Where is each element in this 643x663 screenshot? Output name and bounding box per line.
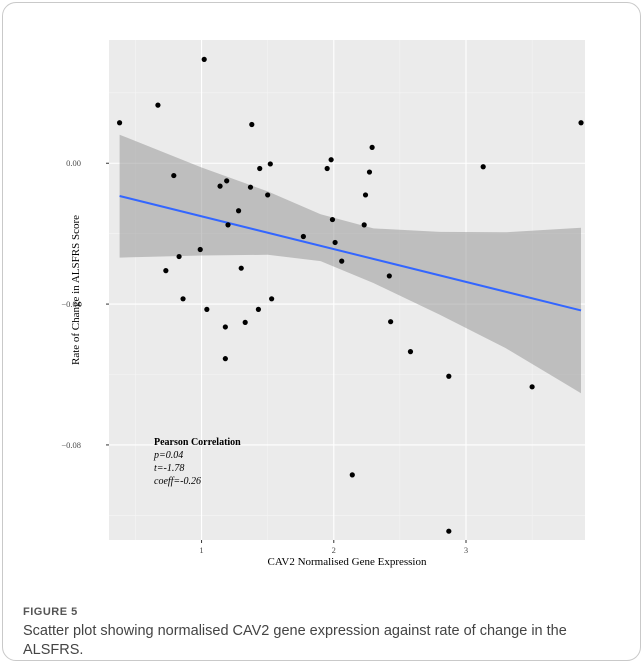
data-point (407, 349, 414, 355)
data-point (332, 239, 338, 246)
data-point (222, 324, 228, 330)
data-point (242, 319, 248, 325)
data-point (362, 192, 369, 198)
x-tick-label: 3 (464, 545, 468, 555)
confidence-band (119, 134, 581, 394)
data-point (386, 273, 392, 279)
x-axis-label: CAV2 Normalised Gene Expression (268, 556, 427, 568)
data-point (329, 216, 336, 223)
data-point (339, 258, 345, 264)
data-point (176, 253, 182, 260)
data-point (446, 373, 452, 379)
data-point (265, 192, 271, 198)
data-point (446, 528, 452, 534)
figure-caption: Scatter plot showing normalised CAV2 gen… (23, 623, 567, 658)
data-points (116, 56, 584, 534)
data-point (388, 319, 394, 325)
data-point (171, 172, 177, 179)
data-point (257, 165, 263, 172)
data-point (222, 356, 228, 362)
data-point (300, 233, 306, 240)
y-tick-label: 0.00 (66, 158, 81, 168)
data-point (204, 306, 210, 312)
figure-label: FIGURE 5 (23, 606, 78, 618)
data-point (267, 161, 273, 167)
data-point (238, 265, 244, 271)
y-tick-label: −0.04 (61, 299, 81, 309)
data-point (247, 184, 254, 190)
pearson-annotation: Pearson Correlation p=0.04 t=-1.78 coeff… (154, 436, 241, 488)
data-point (328, 157, 334, 163)
regression-line (119, 195, 582, 312)
data-point (249, 121, 255, 128)
data-point (578, 120, 584, 126)
data-point (324, 165, 330, 172)
y-axis-label: Rate of Change in ALSFRS Score (70, 215, 82, 365)
data-point (201, 56, 207, 62)
data-point (155, 102, 161, 108)
data-point (529, 384, 535, 390)
data-point (369, 144, 375, 150)
data-point (163, 268, 169, 274)
data-point (361, 222, 367, 228)
y-tick-label: −0.08 (61, 440, 81, 450)
data-point (349, 472, 355, 478)
data-point (269, 296, 275, 302)
data-point (197, 246, 203, 253)
annotation-p-value: p=0.04 (154, 450, 184, 461)
annotation-heading: Pearson Correlation (154, 437, 241, 448)
axis-ticks: 0.00 −0.04 −0.08 1 2 3 (61, 158, 468, 555)
data-point (255, 306, 262, 312)
data-point (366, 169, 373, 175)
x-tick-label: 1 (199, 545, 203, 555)
data-point (225, 222, 231, 228)
annotation-t-value: t=-1.78 (154, 463, 185, 474)
data-point (116, 120, 123, 126)
data-point (480, 164, 486, 170)
scatter-plot: 0.00 −0.04 −0.08 1 2 3 CAV2 Normalised Gene E… (61, 40, 585, 568)
x-tick-label: 2 (332, 545, 336, 555)
data-point (217, 183, 223, 189)
annotation-coeff: coeff=-0.26 (154, 476, 202, 487)
data-point (180, 296, 186, 302)
data-point (235, 208, 242, 214)
data-point (224, 178, 230, 184)
